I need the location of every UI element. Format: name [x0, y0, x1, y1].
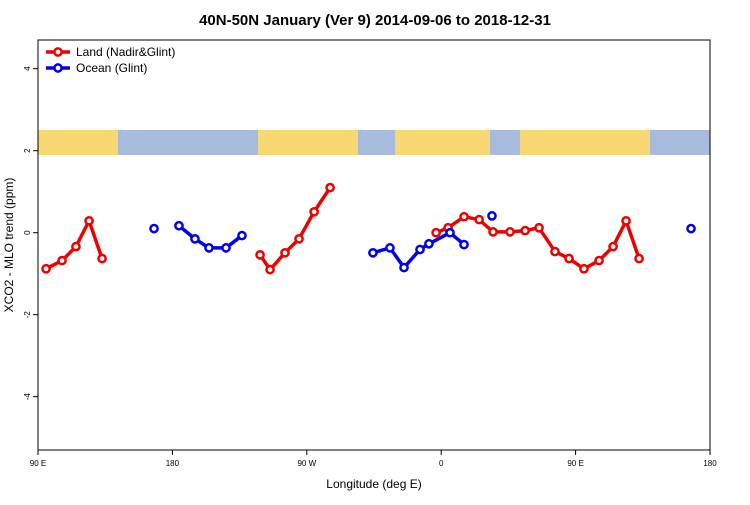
legend-label: Land (Nadir&Glint)	[76, 45, 175, 59]
x-tick-label: 90 E	[567, 459, 583, 468]
point	[294, 234, 304, 244]
point	[204, 243, 214, 253]
point	[237, 230, 247, 241]
point	[280, 247, 290, 258]
point	[534, 222, 544, 233]
point	[621, 215, 631, 226]
point	[190, 234, 200, 244]
point	[608, 241, 618, 252]
y-tick-label: -4	[23, 393, 32, 401]
point	[564, 253, 574, 264]
point	[149, 223, 159, 234]
y-tick-label: -2	[23, 311, 32, 319]
point	[57, 255, 67, 266]
point	[84, 215, 94, 226]
point	[415, 244, 425, 255]
x-tick-label: 180	[166, 459, 180, 468]
point	[431, 227, 441, 238]
series-line	[45, 186, 641, 273]
point	[221, 243, 231, 253]
legend-label: Ocean (Glint)	[76, 61, 147, 75]
point	[520, 225, 530, 236]
x-tick-label: 90 E	[30, 459, 46, 468]
point	[459, 211, 469, 222]
point	[488, 227, 498, 237]
point	[368, 247, 378, 258]
x-axis-label: Longitude (deg E)	[326, 477, 421, 491]
point	[255, 249, 265, 260]
point	[550, 246, 560, 257]
point	[474, 214, 484, 225]
legend	[39, 41, 189, 79]
point	[325, 182, 335, 193]
y-axis-label: XCO2 - MLO trend (ppm)	[2, 178, 16, 313]
point	[579, 263, 589, 274]
point	[385, 243, 395, 253]
point	[505, 227, 515, 237]
chart-title: 40N-50N January (Ver 9) 2014-09-06 to 20…	[199, 12, 551, 29]
x-tick-label: 0	[439, 459, 444, 468]
map-strip	[38, 130, 710, 155]
point	[399, 262, 409, 273]
point	[71, 241, 81, 252]
y-tick-label: 4	[23, 66, 32, 71]
point	[445, 227, 455, 238]
y-tick-label: 2	[23, 148, 32, 153]
legend-marker	[53, 63, 63, 73]
point	[634, 253, 644, 264]
x-tick-label: 180	[703, 459, 717, 468]
x-tick-label: 90 W	[297, 459, 316, 468]
point	[487, 211, 497, 221]
point	[594, 255, 604, 266]
point	[424, 238, 434, 249]
point	[309, 206, 319, 217]
plot-frame	[37, 39, 711, 451]
point	[97, 253, 107, 264]
y-tick-label: 0	[23, 230, 32, 235]
point	[265, 264, 275, 275]
point	[41, 263, 51, 274]
point	[459, 239, 469, 250]
legend-marker	[53, 47, 63, 57]
point	[686, 223, 696, 234]
point	[174, 220, 184, 231]
